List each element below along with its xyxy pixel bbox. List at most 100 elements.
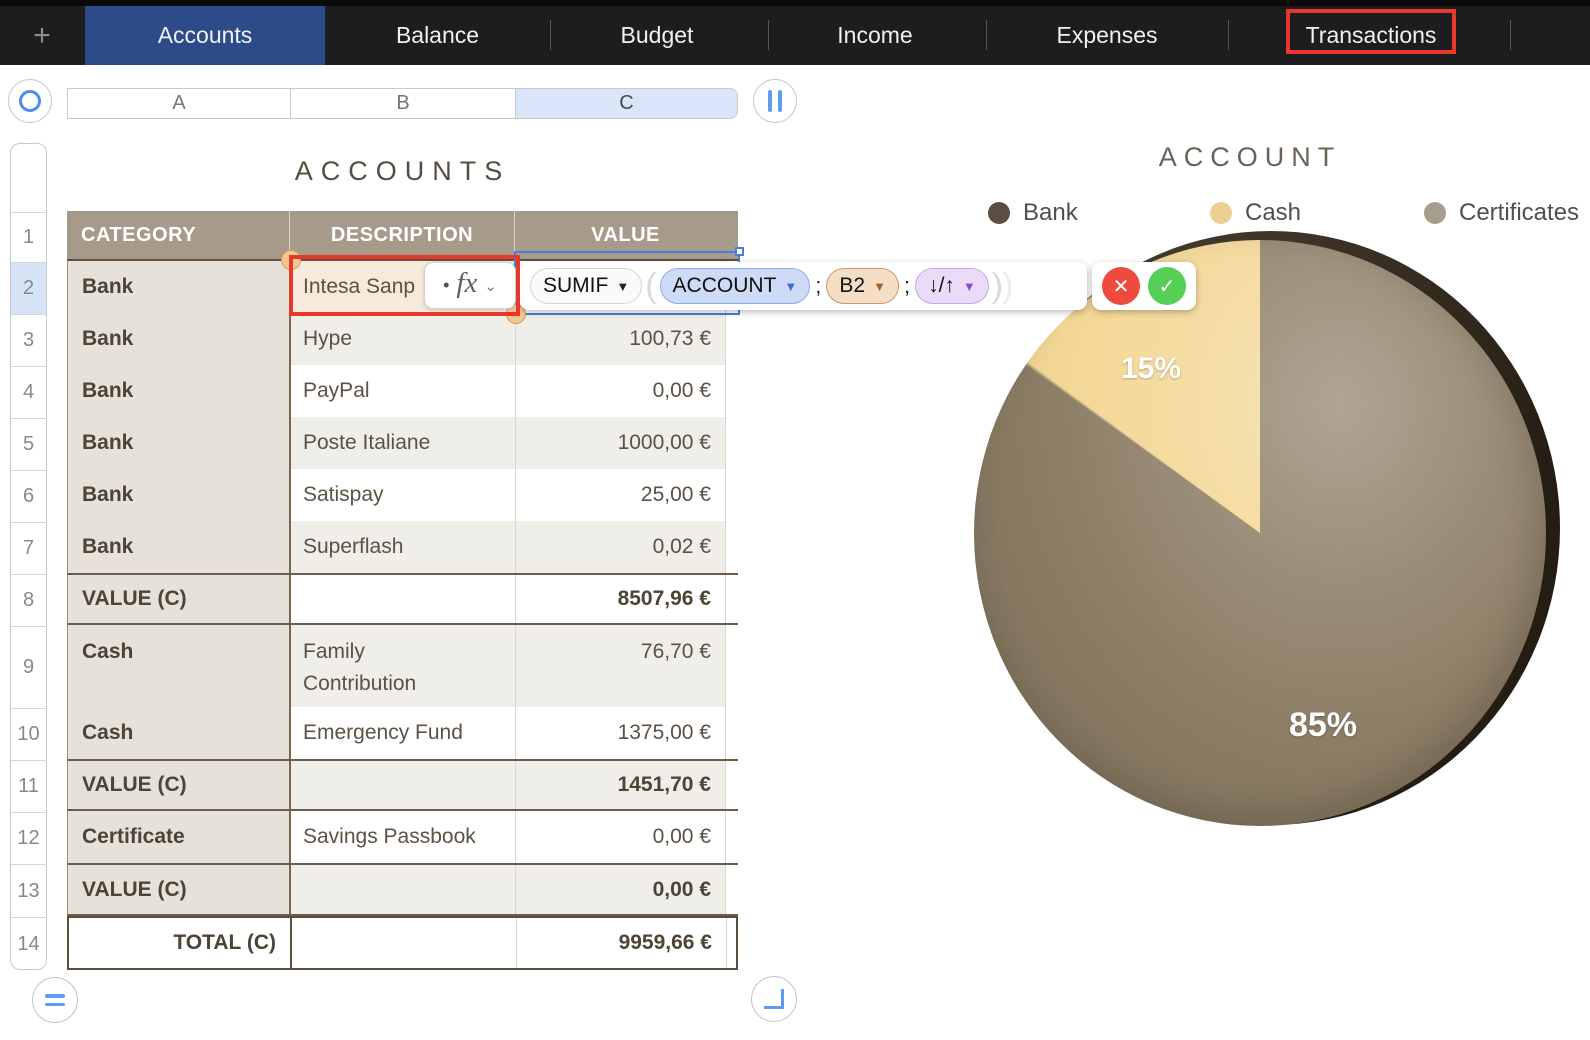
cell-a14[interactable]: TOTAL (C) (69, 918, 292, 968)
row-number-gutter: 1 2 3 4 5 6 7 8 9 10 11 12 13 14 (10, 143, 47, 970)
dropdown-arrow-icon: ▼ (784, 278, 798, 294)
formula-arg-account-token[interactable]: ACCOUNT ▼ (659, 268, 811, 304)
cell-c10[interactable]: 1375,00 € (516, 707, 726, 759)
add-column-button[interactable] (753, 79, 797, 123)
cell-c4[interactable]: 0,00 € (516, 365, 726, 417)
header-value[interactable]: VALUE (591, 223, 660, 246)
row-number[interactable]: 5 (11, 418, 46, 470)
pie-label-cash: 15% (1120, 352, 1182, 385)
column-header-c[interactable]: C (515, 88, 738, 119)
add-sheet-button[interactable]: + (20, 6, 64, 65)
cell-a5[interactable]: Bank (68, 417, 291, 469)
cell-b3[interactable]: Hype (291, 313, 516, 365)
table-row: Cash Family Contribution 76,70 € (67, 625, 738, 707)
cell-c13[interactable]: 0,00 € (516, 865, 726, 914)
tab-transactions[interactable]: Transactions (1305, 22, 1437, 48)
column-header-a[interactable]: A (67, 88, 291, 119)
cell-b11[interactable] (291, 761, 516, 809)
table-row: Bank PayPal 0,00 € (67, 365, 738, 417)
cell-b9[interactable]: Family Contribution (291, 625, 516, 707)
cell-b14[interactable] (292, 918, 517, 968)
row-number[interactable]: 10 (11, 708, 46, 760)
cancel-formula-button[interactable]: ✕ (1102, 267, 1140, 305)
cell-b12[interactable]: Savings Passbook (291, 811, 516, 863)
cell-c3[interactable]: 100,73 € (516, 313, 726, 365)
total-row: TOTAL (C) 9959,66 € (67, 916, 738, 970)
formula-function-token[interactable]: SUMIF ▼ (530, 268, 643, 304)
legend-item-bank[interactable]: Bank (988, 199, 1078, 227)
row-number-selected[interactable]: 2 (11, 262, 46, 314)
tab-income[interactable]: Income (837, 22, 913, 48)
cell-c7[interactable]: 0,02 € (516, 521, 726, 573)
x-icon: ✕ (1112, 275, 1130, 298)
cell-c9[interactable]: 76,70 € (516, 625, 726, 707)
table-resize-handle[interactable] (751, 976, 797, 1022)
open-paren: ( (645, 266, 657, 305)
subtotal-row-bank: VALUE (C) 8507,96 € (67, 573, 738, 625)
cell-c8[interactable]: 8507,96 € (516, 575, 726, 623)
cell-b7[interactable]: Superflash (291, 521, 516, 573)
cell-b13[interactable] (291, 865, 516, 914)
cell-c6[interactable]: 25,00 € (516, 469, 726, 521)
cell-a9[interactable]: Cash (68, 625, 291, 707)
table-row: Cash Emergency Fund 1375,00 € (67, 707, 738, 759)
arg-label: B2 (839, 274, 866, 297)
row-number[interactable]: 1 (11, 212, 46, 262)
row-number[interactable]: 6 (11, 470, 46, 522)
table-row: Bank Satispay 25,00 € (67, 469, 738, 521)
dropdown-arrow-icon: ▼ (962, 278, 976, 294)
header-category[interactable]: CATEGORY (67, 211, 290, 259)
cell-a3[interactable]: Bank (68, 313, 291, 365)
cell-b8[interactable] (291, 575, 516, 623)
row-number[interactable]: 7 (11, 522, 46, 574)
cell-a4[interactable]: Bank (68, 365, 291, 417)
row-number[interactable]: 12 (11, 812, 46, 864)
circle-icon (19, 90, 41, 112)
fx-function-button[interactable]: • fx ⌄ (424, 262, 516, 309)
cell-b5[interactable]: Poste Italiane (291, 417, 516, 469)
legend-item-cash[interactable]: Cash (1210, 199, 1301, 227)
reference-handle-top-left[interactable] (281, 250, 301, 270)
column-header-b[interactable]: B (290, 88, 516, 119)
cell-c12[interactable]: 0,00 € (516, 811, 726, 863)
cell-a7[interactable]: Bank (68, 521, 291, 573)
cell-c5[interactable]: 1000,00 € (516, 417, 726, 469)
confirm-formula-button[interactable]: ✓ (1148, 267, 1186, 305)
tab-budget[interactable]: Budget (620, 22, 694, 48)
cell-b10[interactable]: Emergency Fund (291, 707, 516, 759)
cell-a11[interactable]: VALUE (C) (68, 761, 291, 809)
legend-item-certificates[interactable]: Certificates (1424, 199, 1579, 227)
close-paren: ) (991, 266, 1004, 305)
row-number-blank[interactable] (11, 144, 46, 212)
formula-arg-sort-token[interactable]: ↓/↑ ▼ (915, 268, 989, 304)
dropdown-arrow-icon: ▼ (873, 278, 886, 294)
row-number[interactable]: 4 (11, 366, 46, 418)
row-number[interactable]: 8 (11, 574, 46, 626)
row-number[interactable]: 14 (11, 917, 46, 969)
cell-a13[interactable]: VALUE (C) (68, 865, 291, 914)
header-description[interactable]: DESCRIPTION (290, 211, 515, 259)
account-pie-chart[interactable] (974, 240, 1546, 826)
cell-c14[interactable]: 9959,66 € (517, 918, 727, 968)
tab-accounts[interactable]: Accounts (85, 6, 325, 65)
tab-balance[interactable]: Balance (395, 22, 480, 48)
formula-arg-b2-token[interactable]: B2 ▼ (826, 268, 899, 304)
cell-a10[interactable]: Cash (68, 707, 291, 759)
cell-b6[interactable]: Satispay (291, 469, 516, 521)
row-number[interactable]: 13 (11, 864, 46, 917)
cell-c11[interactable]: 1451,70 € (516, 761, 726, 809)
cell-a2[interactable]: Bank (68, 261, 291, 313)
row-number[interactable]: 3 (11, 314, 46, 366)
cell-a8[interactable]: VALUE (C) (68, 575, 291, 623)
table-select-all-button[interactable] (8, 79, 52, 123)
cell-a6[interactable]: Bank (68, 469, 291, 521)
legend-label: Cash (1245, 199, 1302, 226)
row-number[interactable]: 11 (11, 760, 46, 812)
cell-b4[interactable]: PayPal (291, 365, 516, 417)
add-row-button[interactable] (32, 977, 78, 1023)
selection-corner-handle[interactable] (735, 247, 744, 256)
tab-expenses[interactable]: Expenses (1056, 22, 1158, 48)
row-number[interactable]: 9 (11, 626, 46, 708)
cell-a12[interactable]: Certificate (68, 811, 291, 863)
formula-bar[interactable]: SUMIF ▼ ( ACCOUNT ▼ ; B2 ▼ ; ↓/↑ ▼ ) ) (520, 262, 1087, 310)
